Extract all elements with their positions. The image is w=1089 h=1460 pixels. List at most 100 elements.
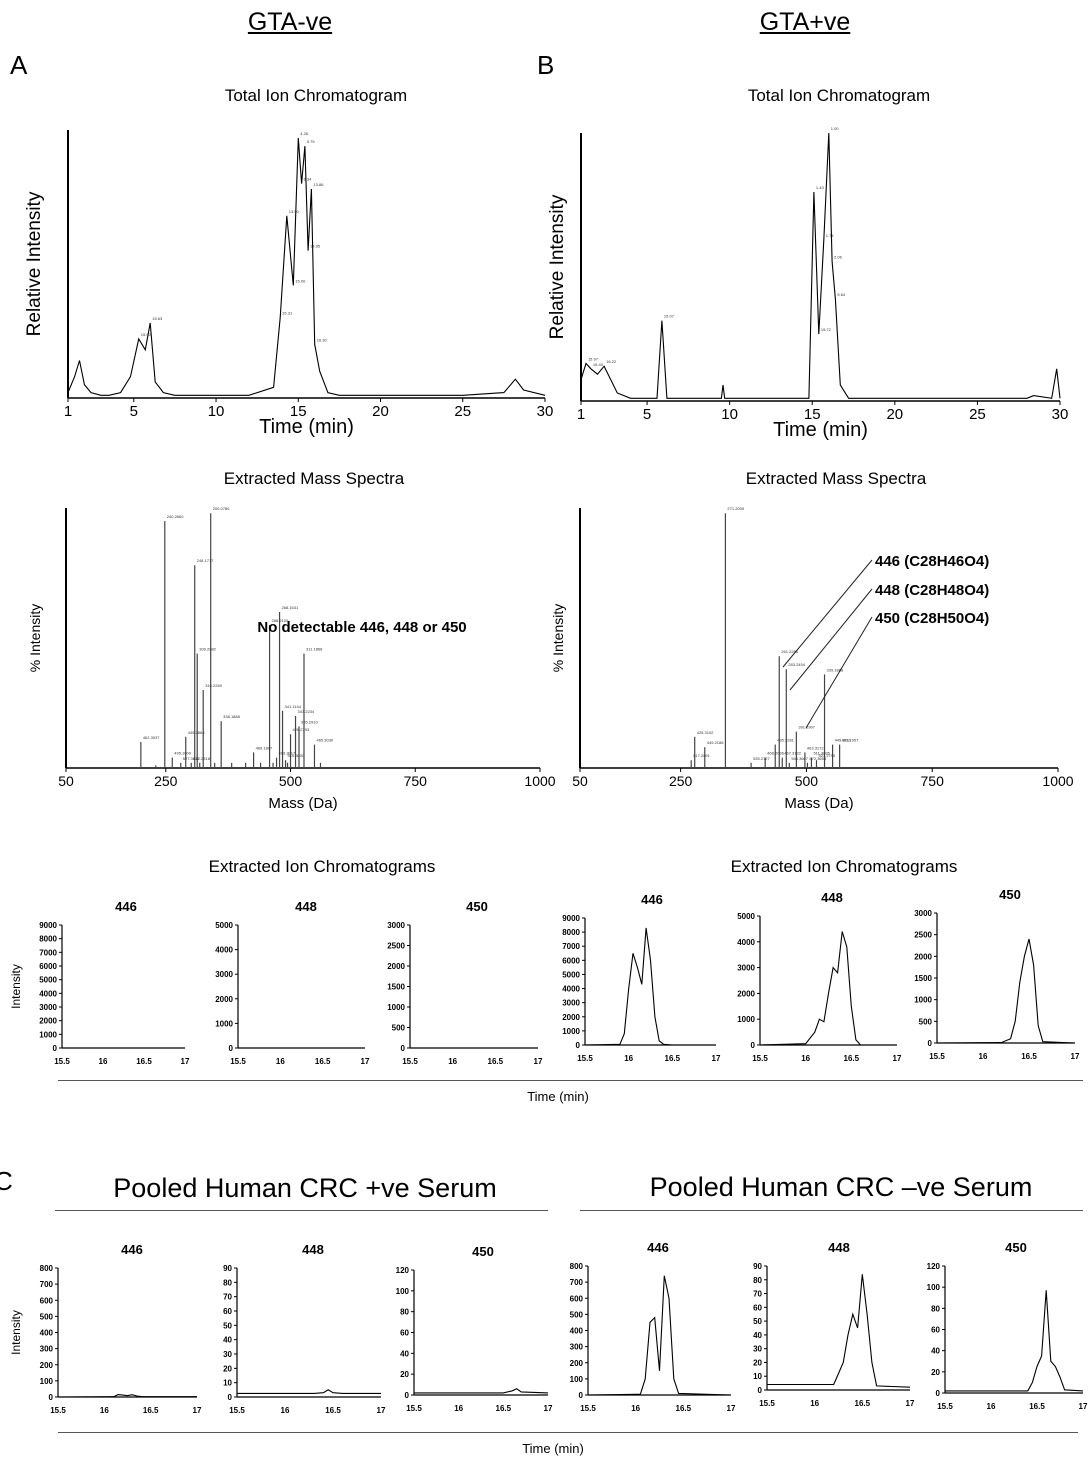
crc_neg_448-series-line [767,1274,911,1388]
crc_pos_446-x-tick-label-3: 17 [193,1406,202,1415]
crc_pos_446-y-tick-label-7: 700 [40,1280,54,1289]
eic_pos_448-x-tick-label-2: 16.5 [844,1054,860,1063]
crc-positive-rule [55,1210,548,1211]
ms_neg-x-tick-label-0: 50 [58,773,74,789]
tic_pos-x-tick-label-5: 25 [969,406,986,423]
crc_neg_446-y-tick-label-6: 600 [570,1294,584,1303]
crc_neg_446-x-tick-label-2: 16.5 [676,1404,692,1413]
eic_neg_446-x-tick-label-1: 16 [99,1057,108,1066]
panel-letter-c: C [0,1166,13,1196]
tic_neg-peak-label-10: 16.30 [317,337,328,342]
eic_pos_448-y-tick-label-0: 0 [751,1041,756,1050]
eic_neg_446-y-label: Intensity [9,964,23,1009]
eic_neg_448-x-tick-label-0: 15.5 [230,1057,246,1066]
eic_pos_446-y-tick-label-3: 3000 [562,999,580,1008]
crc_pos_446-x-tick-label-0: 15.5 [50,1406,66,1415]
tic_neg-peak-label-5: 14.35 [310,244,321,249]
eic_neg_446-y-tick-label-5: 5000 [39,976,57,985]
crc_neg_448-x-tick-label-1: 16 [810,1399,819,1408]
ms_neg-peak-label-20: 527.3612 [183,756,200,761]
ms-pos-annotation-1: 448 (C28H48O4) [875,582,989,599]
crc_pos_446-y-tick-label-4: 400 [40,1329,54,1338]
tic-title-right: Total Ion Chromatogram [747,86,931,105]
crc_neg_450-x-tick-label-3: 17 [1079,1402,1088,1411]
tic_pos-x-tick-label-4: 20 [886,406,903,423]
tic_pos-peak-label-7: 15.97 [588,356,599,361]
crc_pos_448-y-tick-label-6: 60 [223,1307,232,1316]
crc_pos_450-y-tick-label-6: 120 [396,1266,410,1275]
crc_neg_446-y-tick-label-8: 800 [570,1262,584,1271]
ms_neg-y-label: % Intensity [27,604,43,672]
tic_pos-peak-label-0: 1.00 [831,126,840,131]
ms_pos-peak-label-6: 435.3281 [777,738,794,743]
crc_pos_446-y-tick-label-0: 0 [49,1393,54,1402]
eic_neg_446-x-tick-label-3: 17 [181,1057,190,1066]
eic_neg_446-y-tick-label-1: 1000 [39,1030,57,1039]
eic_neg_446-x-tick-label-0: 15.5 [54,1057,70,1066]
crc_neg_448-y-tick-label-1: 10 [753,1372,762,1381]
eic_pos_450-y-tick-label-1: 500 [919,1017,933,1026]
eic_neg_450-x-tick-label-3: 17 [534,1057,543,1066]
eic_neg_448-y-tick-label-2: 2000 [215,995,233,1004]
eic_neg_450-y-tick-label-0: 0 [401,1044,406,1053]
ms_neg-x-tick-label-1: 250 [154,773,178,789]
eic_neg_446-title: 446 [115,899,137,914]
eic_pos_450-y-tick-label-4: 2000 [914,952,932,961]
ms_pos-peak-label-10: 463.3172 [807,745,824,750]
crc_pos_446-x-tick-label-2: 16.5 [143,1406,159,1415]
ms_pos-peak-label-12: 467.3122 [784,751,801,756]
crc_neg_446-y-tick-label-3: 300 [570,1343,584,1352]
tic_neg-x-tick-label-5: 25 [454,403,471,420]
tic_pos-peak-label-3: 2.06 [834,255,843,260]
eic_neg_446-y-tick-label-7: 7000 [39,948,57,957]
eic_neg_448-x-tick-label-1: 16 [276,1057,285,1066]
crc_pos_446-series-line [57,1394,198,1398]
crc_neg_450-y-tick-label-2: 40 [931,1347,940,1356]
eic_pos_450-y-tick-label-3: 1500 [914,974,932,983]
eic_pos_446-x-tick-label-1: 16 [624,1054,633,1063]
crc_pos_448-x-tick-label-0: 15.5 [229,1406,245,1415]
ms_pos-peak-label-0: 271.2009 [727,506,744,511]
eic_pos_446-x-tick-label-0: 15.5 [577,1054,593,1063]
ms_neg-peak-label-21: 532.2318 [193,756,210,761]
tic_pos-peak-label-8: 16.22 [606,359,617,364]
tic_pos-peak-label-4: 5.64 [837,292,846,297]
crc_neg_450-x-tick-label-2: 16.5 [1029,1402,1045,1411]
crc_pos_450-y-tick-label-2: 40 [400,1349,409,1358]
ms_pos-peak-label-2: 283.2454 [788,662,805,667]
eic_neg_446-y-tick-label-6: 6000 [39,962,57,971]
eic_neg_446-y-tick-label-0: 0 [53,1044,58,1053]
eic_neg_446-y-tick-label-2: 2000 [39,1017,57,1026]
ms_neg-peak-label-8: 341.1144 [285,704,302,709]
ms_pos-peak-label-17: 546.3667 [791,756,808,761]
crc_pos_448-y-tick-label-0: 0 [228,1393,233,1402]
crc-divider-line [58,1432,1078,1433]
crc_pos_446-y-tick-label-6: 600 [40,1296,54,1305]
crc_pos_448-x-tick-label-1: 16 [281,1406,290,1415]
crc_neg_446-y-tick-label-0: 0 [579,1391,584,1400]
tic_neg-peak-label-4: 13.90 [289,209,300,214]
ms_pos-peak-label-5: 425.3102 [697,730,714,735]
ms_neg-peak-label-16: 469.1807 [256,745,273,750]
crc_pos_448-series-line [237,1389,381,1394]
eic_neg_446-x-tick-label-2: 16.5 [136,1057,152,1066]
crc_pos_448-x-tick-label-3: 17 [377,1406,386,1415]
crc_pos_450-y-tick-label-5: 100 [396,1287,410,1296]
crc_pos_448-title: 448 [302,1242,324,1257]
ms-neg-annotation: No detectable 446, 448 or 450 [257,619,466,636]
crc_pos_446-title: 446 [121,1242,143,1257]
crc_pos_448-y-tick-label-3: 30 [223,1350,232,1359]
ms_pos-x-tick-label-0: 50 [572,773,588,789]
eic_neg_446-y-tick-label-9: 9000 [39,921,57,930]
crc_neg_448-y-tick-label-8: 80 [753,1276,762,1285]
ms-pos-annotation-2: 450 (C28H50O4) [875,610,989,627]
eic_neg_450-y-tick-label-5: 2500 [387,942,405,951]
ms-pos-annotation-leader-0 [782,559,873,668]
crc_neg_450-x-tick-label-0: 15.5 [937,1402,953,1411]
ms-pos-annotation-leader-2 [805,616,873,729]
eic_pos_450-x-tick-label-3: 17 [1071,1052,1080,1061]
eic_pos_450-series-line [936,938,1076,1044]
ms_neg-x-tick-label-2: 500 [279,773,303,789]
crc_neg_448-y-tick-label-4: 40 [753,1331,762,1340]
crc_pos_448-y-tick-label-2: 20 [223,1364,232,1373]
